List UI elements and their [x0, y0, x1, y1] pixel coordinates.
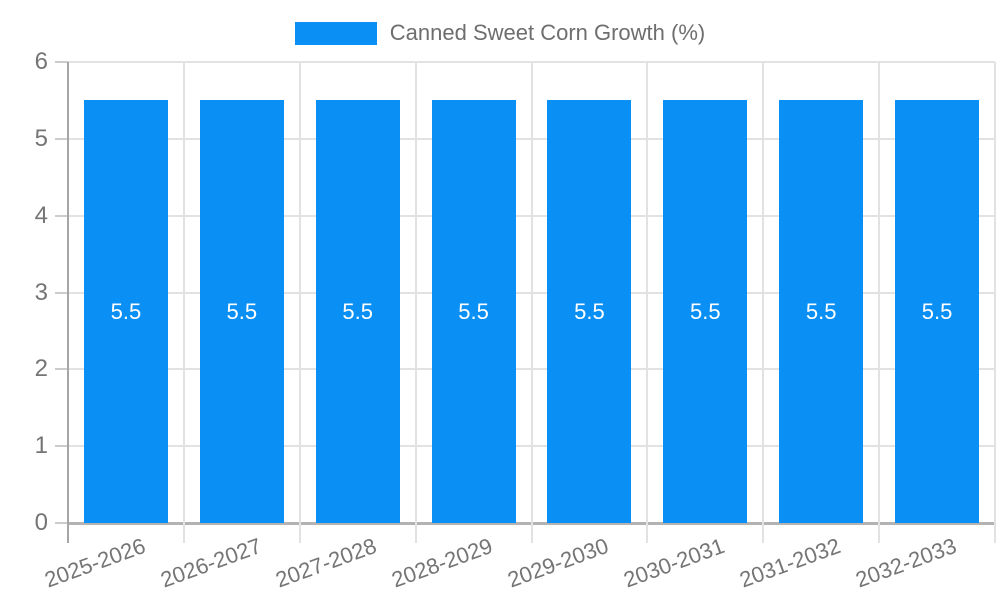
y-tick-label: 4 — [34, 201, 48, 229]
v-gridline — [646, 62, 649, 543]
v-gridline — [762, 62, 765, 543]
bar: 5.5 — [431, 100, 516, 523]
v-gridline — [878, 62, 881, 543]
bar: 5.5 — [315, 100, 400, 523]
y-tick-mark — [55, 522, 68, 524]
y-tick-mark — [55, 137, 68, 140]
x-tick-label: 2029-2030 — [504, 533, 612, 593]
bar-value-label: 5.5 — [805, 298, 837, 324]
y-tick-label: 1 — [34, 432, 48, 460]
bar-value-label: 5.5 — [574, 298, 605, 324]
bar-value-label: 5.5 — [110, 298, 142, 324]
legend-swatch — [294, 21, 377, 45]
x-tick-label: 2027-2028 — [272, 533, 381, 593]
bar: 5.5 — [547, 100, 632, 523]
v-gridline — [530, 62, 533, 543]
bar: 5.5 — [895, 100, 980, 523]
y-tick-label: 2 — [34, 355, 48, 383]
v-gridline — [182, 62, 185, 543]
bar: 5.5 — [199, 100, 284, 523]
v-gridline — [414, 62, 417, 543]
bar-value-label: 5.5 — [458, 298, 489, 324]
x-tick-label: 2026-2027 — [156, 533, 265, 593]
v-gridline — [298, 62, 301, 543]
legend-label: Canned Sweet Corn Growth (%) — [389, 20, 706, 45]
y-tick-label: 3 — [34, 278, 48, 306]
bar-value-label: 5.5 — [342, 298, 373, 324]
x-tick-label: 2030-2031 — [620, 533, 728, 593]
y-tick-mark — [55, 445, 68, 448]
y-tick-label: 5 — [34, 124, 48, 152]
bar-value-label: 5.5 — [921, 298, 953, 324]
chart-legend[interactable]: Canned Sweet Corn Growth (%) — [0, 20, 1000, 46]
bar: 5.5 — [83, 100, 168, 523]
x-tick-label: 2032-2033 — [852, 533, 960, 593]
v-gridline — [994, 62, 996, 543]
y-tick-label: 6 — [34, 48, 48, 75]
bar-value-label: 5.5 — [226, 298, 258, 324]
y-tick-mark — [55, 61, 68, 63]
y-axis-line — [67, 62, 69, 543]
bar: 5.5 — [779, 100, 864, 523]
x-tick-label: 2031-2032 — [736, 533, 844, 593]
y-tick-label: 0 — [34, 509, 48, 536]
y-tick-mark — [55, 291, 68, 294]
x-tick-label: 2025-2026 — [41, 533, 149, 593]
bar: 5.5 — [663, 100, 748, 523]
x-tick-label: 2028-2029 — [388, 533, 497, 593]
bar-value-label: 5.5 — [690, 298, 721, 324]
y-tick-mark — [55, 214, 68, 217]
y-tick-mark — [55, 368, 68, 371]
